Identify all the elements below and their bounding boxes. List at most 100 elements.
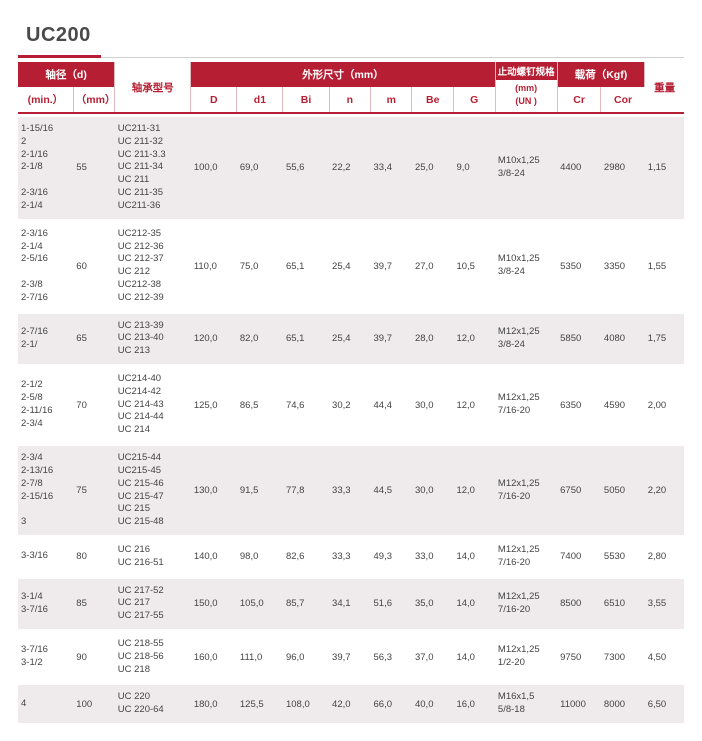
cell-mins: 2-1/2 2-5/8 2-11/16 2-3/4 <box>18 367 73 443</box>
cell-m: 39,7 <box>371 222 412 311</box>
cell-mins: 2-7/16 2-1/ <box>18 314 73 364</box>
cell-Cr: 8500 <box>557 579 601 629</box>
cell-Cor: 5050 <box>601 446 645 535</box>
cell-mm: 60 <box>73 222 114 311</box>
hdr-n: n <box>329 87 370 113</box>
hdr-thread-sub: (mm) (UN ) <box>498 82 555 106</box>
cell-Wt: 3,55 <box>645 579 684 629</box>
cell-models: UC215-44 UC215-45 UC 215-46 UC 215-47 UC… <box>115 446 191 535</box>
cell-Cr: 11000 <box>557 685 601 723</box>
cell-Cor: 5530 <box>601 538 645 576</box>
cell-G: 12,0 <box>453 314 494 364</box>
cell-d1: 125,5 <box>237 685 283 723</box>
cell-Wt: 4,50 <box>645 632 684 682</box>
hdr-d1: d1 <box>237 87 283 113</box>
page-title: UC200 <box>18 18 101 58</box>
cell-Cor: 6510 <box>601 579 645 629</box>
hdr-mm: （mm） <box>73 87 114 113</box>
cell-Bi: 65,1 <box>283 314 329 364</box>
cell-Wt: 1,75 <box>645 314 684 364</box>
cell-mm: 75 <box>73 446 114 535</box>
hdr-Cor: Cor <box>601 87 645 113</box>
cell-thread: M12x1,25 7/16-20 <box>495 538 557 576</box>
cell-D: 125,0 <box>191 367 237 443</box>
cell-d1: 91,5 <box>237 446 283 535</box>
cell-n: 25,4 <box>329 314 370 364</box>
cell-m: 44,4 <box>371 367 412 443</box>
cell-Be: 25,0 <box>412 117 453 219</box>
title-divider <box>18 57 684 58</box>
cell-mins: 2-3/16 2-1/4 2-5/16 2-3/8 2-7/16 <box>18 222 73 311</box>
hdr-G: G <box>453 87 495 113</box>
cell-m: 39,7 <box>371 314 412 364</box>
cell-Wt: 2,80 <box>645 538 684 576</box>
cell-Cor: 3350 <box>601 222 645 311</box>
cell-mins: 3-1/4 3-7/16 <box>18 579 73 629</box>
cell-Cor: 8000 <box>601 685 645 723</box>
cell-d1: 75,0 <box>237 222 283 311</box>
hdr-min: (min.） <box>18 87 73 113</box>
cell-D: 160,0 <box>191 632 237 682</box>
cell-Cr: 6750 <box>557 446 601 535</box>
cell-Be: 37,0 <box>412 632 453 682</box>
cell-m: 51,6 <box>371 579 412 629</box>
cell-d1: 105,0 <box>237 579 283 629</box>
hdr-model: 轴承型号 <box>115 62 191 113</box>
table-row: 3-7/16 3-1/290UC 218-55 UC 218-56 UC 218… <box>18 632 684 682</box>
cell-Wt: 1,55 <box>645 222 684 311</box>
cell-thread: M12x1,25 7/16-20 <box>495 446 557 535</box>
cell-Bi: 108,0 <box>283 685 329 723</box>
table-row: 2-3/4 2-13/16 2-7/8 2-15/16 375UC215-44 … <box>18 446 684 535</box>
cell-mm: 80 <box>73 538 114 576</box>
table-row: 1-15/16 2 2-1/16 2-1/8 2-3/16 2-1/455UC2… <box>18 117 684 219</box>
cell-mm: 85 <box>73 579 114 629</box>
cell-thread: M12x1,25 3/8-24 <box>495 314 557 364</box>
cell-Wt: 2,00 <box>645 367 684 443</box>
cell-n: 33,3 <box>329 538 370 576</box>
hdr-thread-top: 止动螺钉规格 <box>496 62 557 80</box>
cell-mins: 3-7/16 3-1/2 <box>18 632 73 682</box>
cell-mm: 65 <box>73 314 114 364</box>
cell-Cor: 4590 <box>601 367 645 443</box>
cell-Cor: 4080 <box>601 314 645 364</box>
cell-Cr: 5350 <box>557 222 601 311</box>
cell-models: UC212-35 UC 212-36 UC 212-37 UC 212 UC21… <box>115 222 191 311</box>
cell-thread: M10x1,25 3/8-24 <box>495 117 557 219</box>
cell-Bi: 74,6 <box>283 367 329 443</box>
cell-models: UC214-40 UC214-42 UC 214-43 UC 214-44 UC… <box>115 367 191 443</box>
cell-mins: 2-3/4 2-13/16 2-7/8 2-15/16 3 <box>18 446 73 535</box>
cell-models: UC 217-52 UC 217 UC 217-55 <box>115 579 191 629</box>
cell-thread: M10x1,25 3/8-24 <box>495 222 557 311</box>
cell-Wt: 1,15 <box>645 117 684 219</box>
cell-mins: 1-15/16 2 2-1/16 2-1/8 2-3/16 2-1/4 <box>18 117 73 219</box>
cell-d1: 69,0 <box>237 117 283 219</box>
cell-models: UC 213-39 UC 213-40 UC 213 <box>115 314 191 364</box>
cell-Cr: 7400 <box>557 538 601 576</box>
cell-mins: 4 <box>18 685 73 723</box>
cell-G: 14,0 <box>453 632 494 682</box>
cell-mm: 55 <box>73 117 114 219</box>
hdr-Cr: Cr <box>557 87 601 113</box>
cell-Wt: 2,20 <box>645 446 684 535</box>
cell-D: 150,0 <box>191 579 237 629</box>
cell-n: 25,4 <box>329 222 370 311</box>
cell-Be: 27,0 <box>412 222 453 311</box>
cell-m: 49,3 <box>371 538 412 576</box>
cell-G: 14,0 <box>453 538 494 576</box>
cell-Cr: 4400 <box>557 117 601 219</box>
table-row: 2-1/2 2-5/8 2-11/16 2-3/470UC214-40 UC21… <box>18 367 684 443</box>
cell-m: 44,5 <box>371 446 412 535</box>
cell-G: 9,0 <box>453 117 494 219</box>
table-row: 2-7/16 2-1/65UC 213-39 UC 213-40 UC 213 1… <box>18 314 684 364</box>
cell-Wt: 6,50 <box>645 685 684 723</box>
cell-Bi: 96,0 <box>283 632 329 682</box>
cell-D: 130,0 <box>191 446 237 535</box>
cell-Bi: 55,6 <box>283 117 329 219</box>
cell-d1: 111,0 <box>237 632 283 682</box>
cell-Bi: 77,8 <box>283 446 329 535</box>
cell-n: 39,7 <box>329 632 370 682</box>
cell-n: 33,3 <box>329 446 370 535</box>
cell-mins: 3-3/16 <box>18 538 73 576</box>
cell-Be: 40,0 <box>412 685 453 723</box>
cell-Cor: 2980 <box>601 117 645 219</box>
